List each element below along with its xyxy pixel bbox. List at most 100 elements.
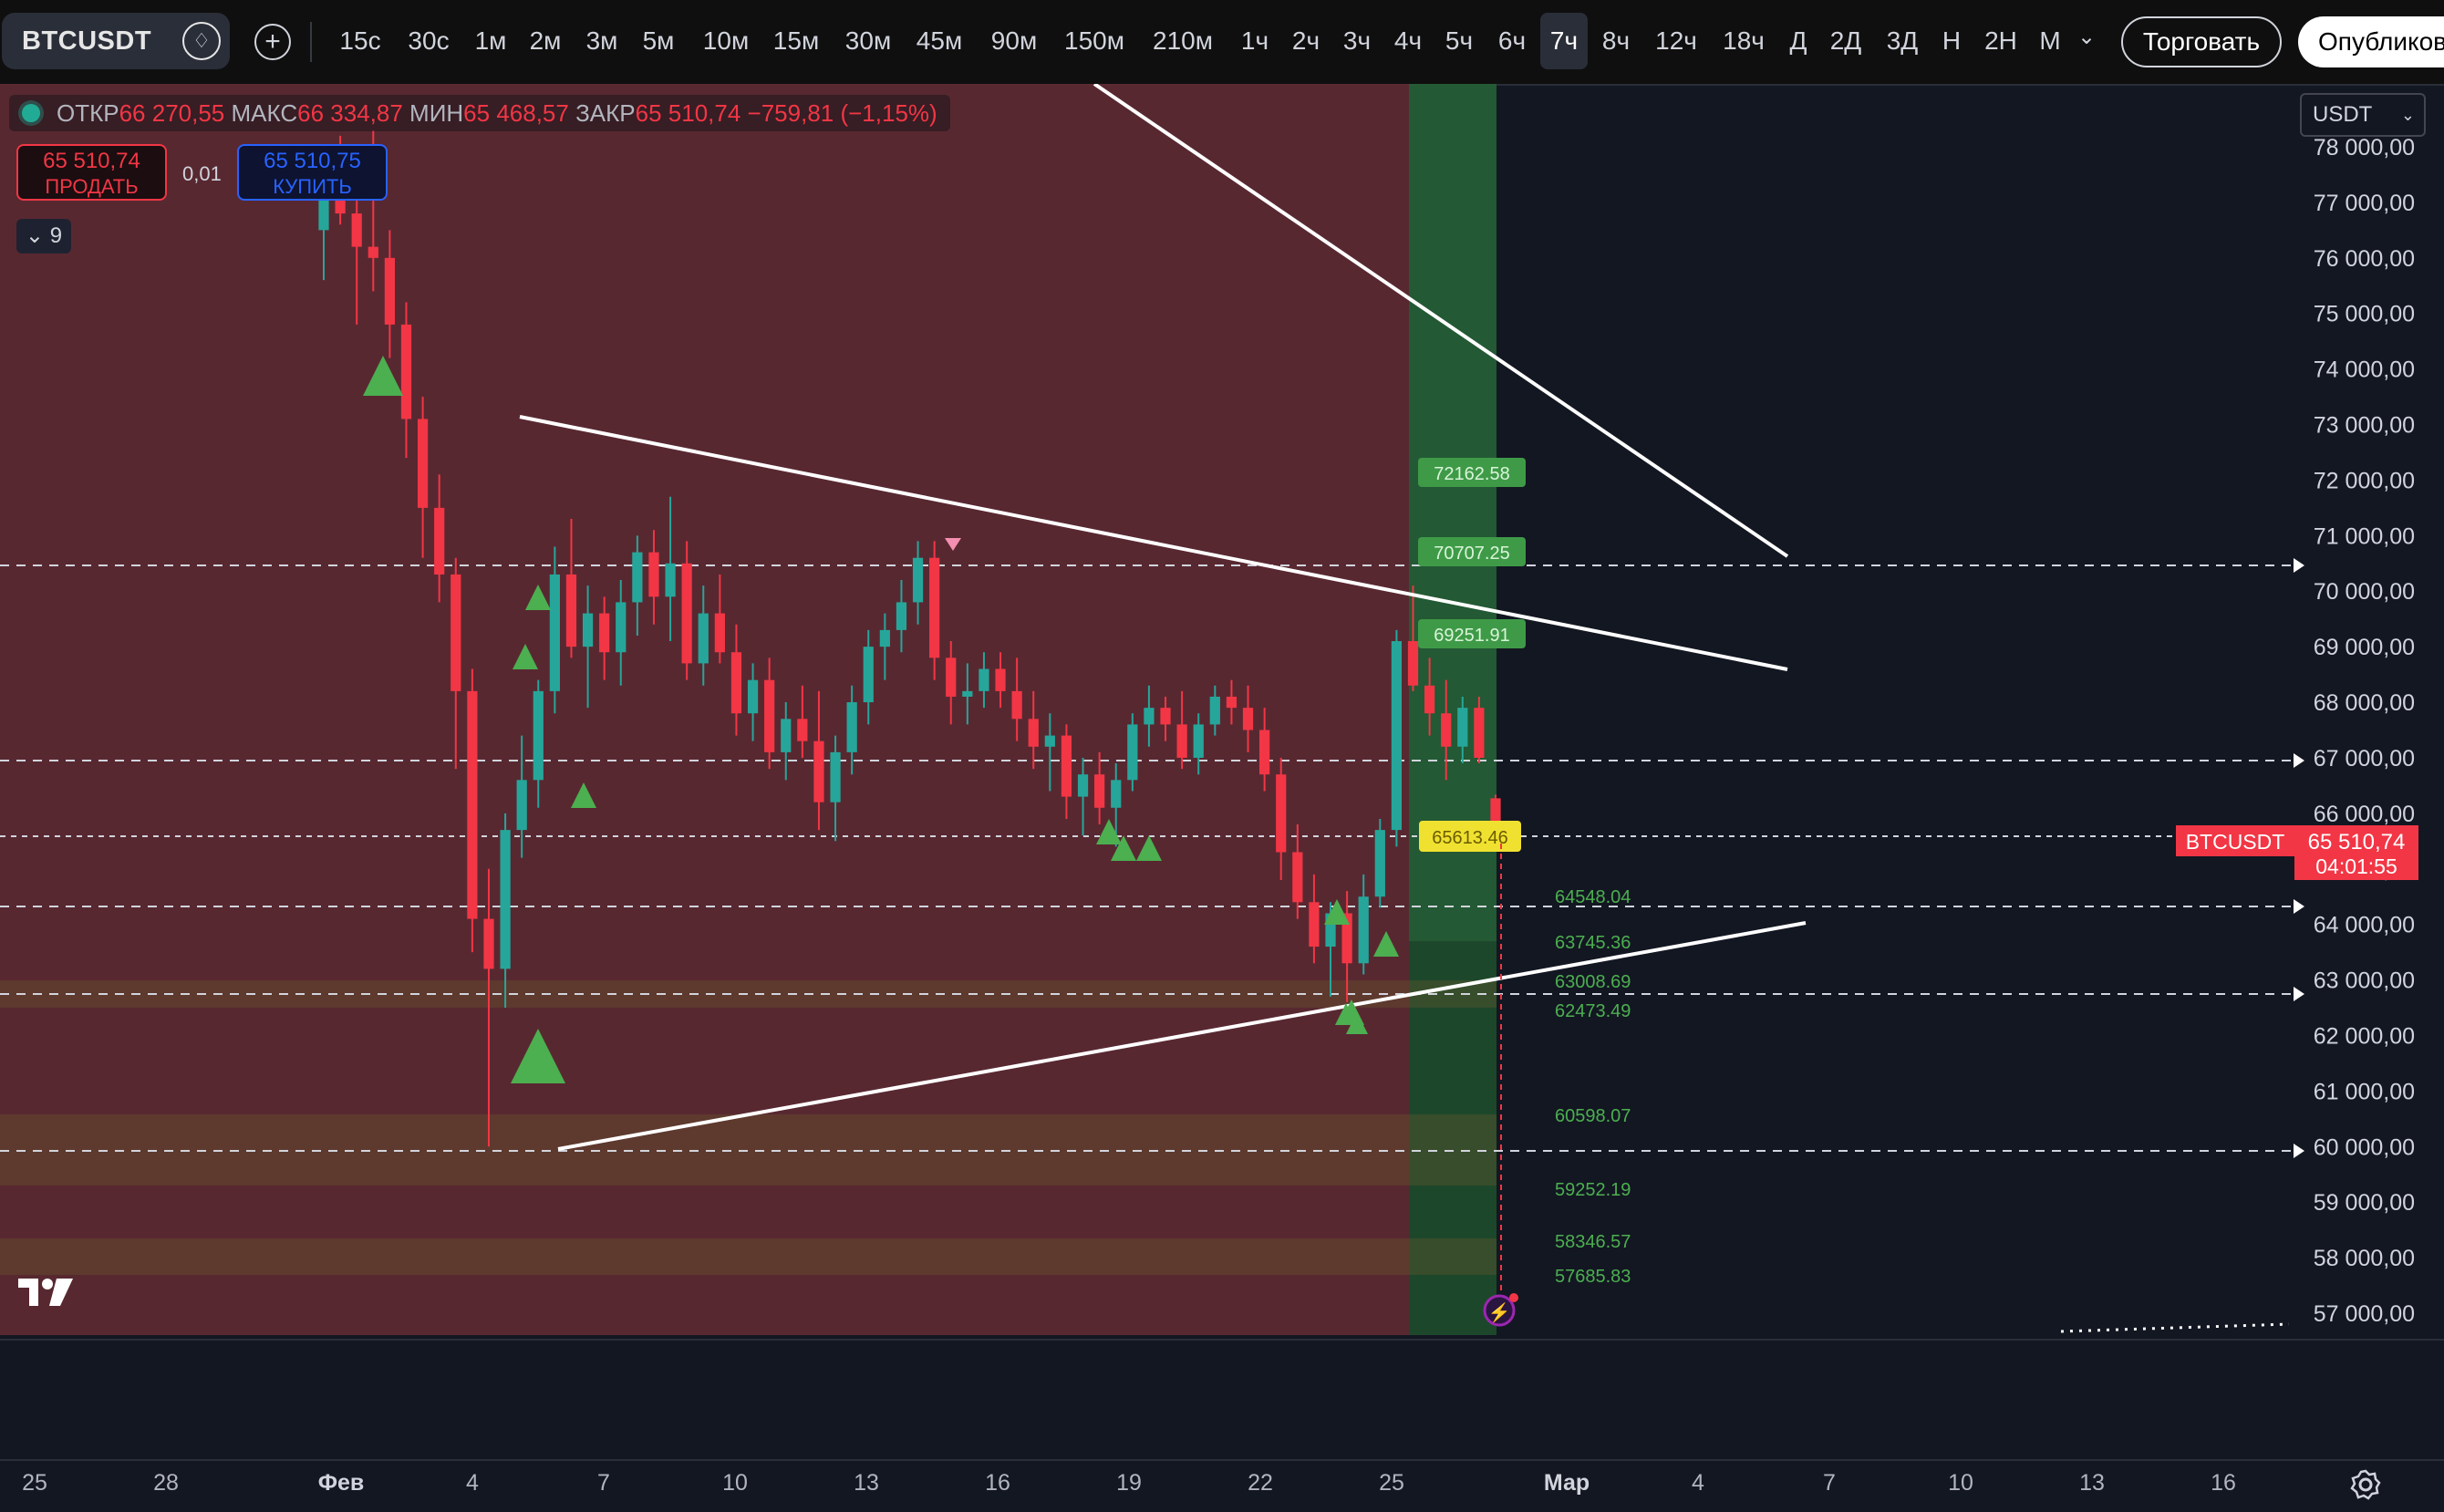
interval-13[interactable]: 1ч — [1240, 26, 1269, 55]
candle-body — [318, 185, 329, 231]
candle-body — [434, 507, 445, 575]
candle-body — [1144, 708, 1155, 725]
interval-18[interactable]: 6ч — [1497, 26, 1527, 55]
time-label: 13 — [2079, 1470, 2105, 1496]
candle-body — [533, 690, 544, 781]
candle-body — [500, 830, 511, 969]
buy-signal-triangle — [513, 644, 538, 669]
interval-19[interactable]: 7ч — [1540, 13, 1588, 69]
lightning-icon — [1483, 1294, 1516, 1327]
gear-icon[interactable] — [2349, 1468, 2382, 1501]
buy-signal-triangle — [511, 1029, 565, 1083]
interval-12[interactable]: 210м — [1153, 26, 1213, 55]
price-axis-label: 74 000,00 — [2314, 357, 2415, 383]
time-label: 25 — [1379, 1470, 1404, 1496]
price-axis-label: 68 000,00 — [2314, 690, 2415, 716]
interval-14[interactable]: 2ч — [1291, 26, 1320, 55]
interval-24[interactable]: 2Д — [1829, 26, 1862, 55]
interval-17[interactable]: 5ч — [1445, 26, 1474, 55]
interval-5[interactable]: 5м — [642, 26, 675, 55]
candle-body — [417, 419, 429, 508]
candle-body — [1160, 708, 1171, 725]
interval-2[interactable]: 1м — [474, 26, 507, 55]
candle-body — [1011, 690, 1022, 720]
interval-22[interactable]: 18ч — [1723, 26, 1765, 55]
candle-body — [1028, 719, 1039, 747]
low-value: 65 468,57 — [463, 99, 569, 127]
buy-signal-triangle — [525, 585, 551, 610]
publish-button[interactable]: Опубликовать — [2298, 16, 2444, 67]
interval-15[interactable]: 3ч — [1342, 26, 1372, 55]
interval-3[interactable]: 2м — [529, 26, 562, 55]
interval-0[interactable]: 15с — [339, 26, 381, 55]
candle-body — [483, 918, 494, 969]
candle-body — [648, 552, 659, 597]
candle-body — [1226, 696, 1238, 709]
candle-body — [1309, 902, 1320, 948]
currency-select[interactable]: USDT ⌄ — [2300, 93, 2426, 137]
interval-7[interactable]: 15м — [772, 26, 820, 55]
interval-23[interactable]: Д — [1789, 26, 1807, 55]
interval-10[interactable]: 90м — [990, 26, 1038, 55]
candle-body — [665, 563, 676, 597]
chevron-down-icon: ⌄ — [25, 223, 45, 248]
price-axis-label: 71 000,00 — [2314, 523, 2415, 549]
toolbar-divider — [310, 22, 312, 62]
target-label: 69251.91 — [1434, 626, 1509, 646]
trade-button[interactable]: Торговать — [2121, 16, 2282, 67]
interval-8[interactable]: 30м — [844, 26, 892, 55]
open-value: 66 270,55 — [119, 99, 225, 127]
interval-25[interactable]: 3Д — [1886, 26, 1919, 55]
candle-body — [599, 613, 610, 653]
entry-label: 65613.46 — [1432, 828, 1507, 848]
ohlc-legend: ОТКР66 270,55 МАКС66 334,87 МИН65 468,57… — [9, 95, 950, 131]
sell-button[interactable]: 65 510,74 ПРОДАТЬ — [16, 144, 167, 201]
buy-signal-triangle — [1373, 931, 1399, 957]
candle-body — [730, 652, 742, 714]
price-axis-label: 69 000,00 — [2314, 635, 2415, 660]
tradingview-logo[interactable] — [18, 1277, 78, 1308]
time-label: 10 — [722, 1470, 748, 1496]
interval-16[interactable]: 4ч — [1393, 26, 1423, 55]
symbol-name: BTCUSDT — [22, 26, 152, 56]
pane-divider[interactable] — [0, 1339, 2444, 1341]
interval-1[interactable]: 30с — [408, 26, 450, 55]
candle-body — [582, 613, 594, 647]
chart-area[interactable]: 72162.58 70707.25 69251.91 65613.46 64548.04… — [0, 84, 2444, 1397]
buy-signal-triangle — [1111, 835, 1136, 861]
interval-21[interactable]: 12ч — [1655, 26, 1697, 55]
buy-button[interactable]: 65 510,75 КУПИТЬ — [237, 144, 388, 201]
interval-26[interactable]: Н — [1942, 26, 1962, 55]
candle-body — [1176, 724, 1187, 758]
price-chart[interactable]: 72162.58 70707.25 69251.91 65613.46 64548.04… — [0, 84, 2444, 1397]
plus-icon[interactable]: + — [254, 24, 291, 60]
high-label: МАКС — [231, 99, 298, 127]
price-axis-label: 59 000,00 — [2314, 1190, 2415, 1216]
price-axis-label: 72 000,00 — [2314, 468, 2415, 493]
candle-body — [1242, 708, 1254, 730]
time-label: Мар — [1543, 1470, 1590, 1496]
interval-20[interactable]: 8ч — [1601, 26, 1631, 55]
interval-28[interactable]: М — [2039, 26, 2061, 55]
diamond-download-icon[interactable]: ♢ — [182, 22, 221, 60]
interval-6[interactable]: 10м — [702, 26, 750, 55]
interval-27[interactable]: 2Н — [1984, 26, 2017, 55]
stop-level-label: 58346.57 — [1555, 1232, 1631, 1252]
high-value: 66 334,87 — [297, 99, 403, 127]
candle-body — [896, 602, 907, 630]
time-label: 4 — [1692, 1470, 1704, 1496]
candle-body — [979, 668, 989, 691]
symbol-tag-bg — [2176, 825, 2294, 856]
sell-signal-triangle — [945, 538, 961, 551]
time-label: 19 — [1116, 1470, 1142, 1496]
chevron-down-icon: ⌄ — [2400, 106, 2415, 124]
symbol-search-button[interactable]: BTCUSDT ♢ — [2, 13, 230, 69]
indicators-toggle[interactable]: ⌄ 9 — [16, 219, 71, 254]
interval-4[interactable]: 3м — [585, 26, 618, 55]
time-label: 10 — [1948, 1470, 1973, 1496]
chevron-down-icon[interactable]: ⌄ — [2077, 25, 2097, 49]
interval-11[interactable]: 150м — [1064, 26, 1124, 55]
price-axis-label: 57 000,00 — [2314, 1301, 2415, 1327]
interval-9[interactable]: 45м — [916, 26, 963, 55]
time-axis[interactable]: 25 28 Фев 4 7 10 13 16 19 22 25 Мар 4 7 10 13 16 — [0, 1459, 2444, 1512]
